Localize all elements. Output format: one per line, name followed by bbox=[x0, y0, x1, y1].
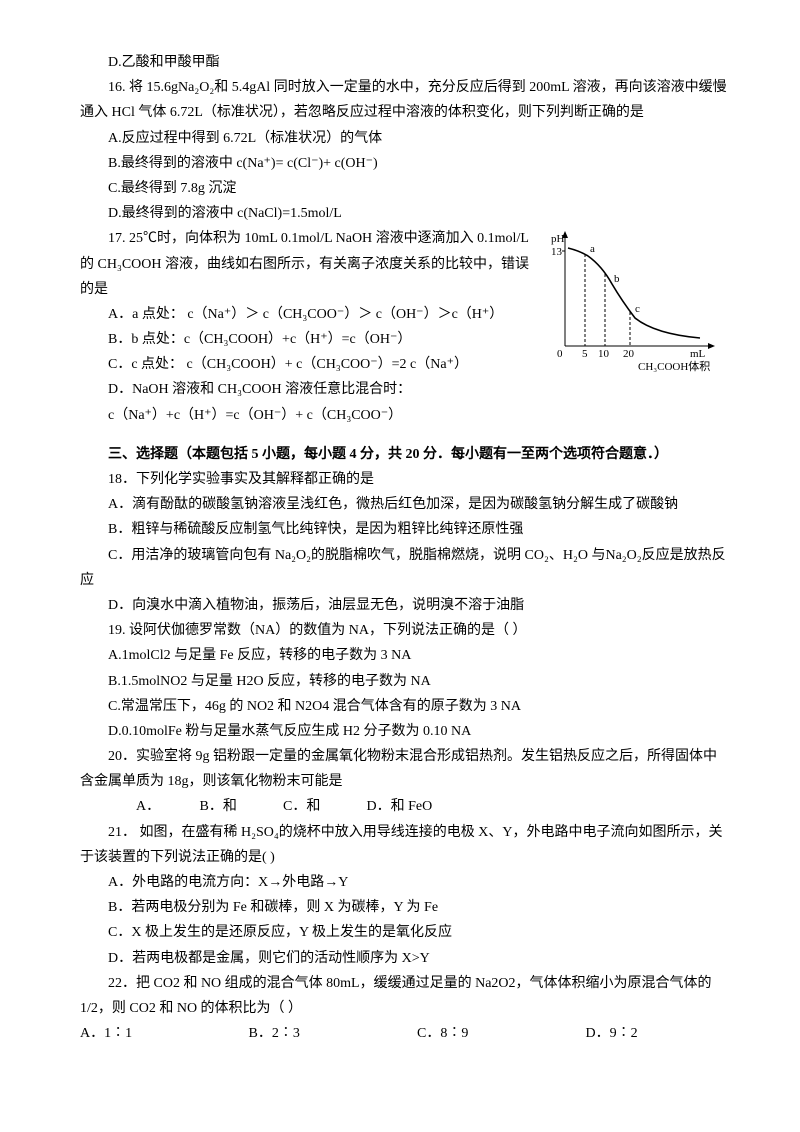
q21-option-b: B．若两电极分别为 Fe 和碳棒，则 X 为碳棒，Y 为 Fe bbox=[80, 895, 730, 920]
q17-option-c: C．c 点处： c（CH₃COOH）+ c（CH₃COO⁻）=2 c（Na⁺） bbox=[80, 352, 540, 377]
exam-page: D.乙酸和甲酸甲酯 16. 将 15.6gNa₂O₂和 5.4gAl 同时放入一… bbox=[0, 0, 800, 1132]
q17-stem: 17. 25℃时，向体积为 10mL 0.1mol/L NaOH 溶液中逐滴加入… bbox=[80, 226, 540, 302]
q20-option-d: D．和 FeO bbox=[339, 794, 433, 819]
q22-option-c: C．8∶9 bbox=[417, 1021, 582, 1046]
q18-option-d: D．向溴水中滴入植物油，振荡后，油层显无色，说明溴不溶于油脂 bbox=[80, 593, 730, 618]
x-axis-label-ml: mL bbox=[690, 348, 706, 360]
x-tick-10: 10 bbox=[598, 348, 610, 360]
q22-stem: 22．把 CO2 和 NO 组成的混合气体 80mL，缓缓通过足量的 Na2O2… bbox=[80, 971, 730, 1021]
point-c-label: c bbox=[635, 303, 640, 315]
q21-option-c: C．X 极上发生的是还原反应，Y 极上发生的是氧化反应 bbox=[80, 920, 730, 945]
q22-option-d: D．9∶2 bbox=[586, 1021, 638, 1046]
point-a-label: a bbox=[590, 243, 595, 255]
q20-option-b: B．和 bbox=[172, 794, 252, 819]
q20-option-c: C．和 bbox=[255, 794, 335, 819]
q17-option-d-line2: c（Na⁺）+c（H⁺）=c（OH⁻）+ c（CH₃COO⁻） bbox=[80, 403, 540, 428]
x-tick-20: 20 bbox=[623, 348, 635, 360]
q17-ph-curve-chart: 13 pH 0 a b c 5 10 20 mL CH₃COOH体积 bbox=[540, 226, 730, 381]
q20-options: A． B．和 C．和 D．和 FeO bbox=[80, 794, 730, 819]
q21-stem: 21． 如图，在盛有稀 H₂SO₄的烧杯中放入用导线连接的电极 X、Y，外电路中… bbox=[80, 820, 730, 870]
q19-option-a: A.1molCl2 与足量 Fe 反应，转移的电子数为 3 NA bbox=[80, 643, 730, 668]
q21-option-a: A．外电路的电流方向：X→外电路→Y bbox=[80, 870, 730, 895]
q19-option-c: C.常温常压下，46g 的 NO2 和 N2O4 混合气体含有的原子数为 3 N… bbox=[80, 694, 730, 719]
q21-option-d: D．若两电极都是金属，则它们的活动性顺序为 X>Y bbox=[80, 946, 730, 971]
origin-label: 0 bbox=[557, 348, 563, 360]
y-axis-label: pH bbox=[551, 233, 565, 245]
q16-option-a: A.反应过程中得到 6.72L（标准状况）的气体 bbox=[80, 126, 730, 151]
q18-option-a: A．滴有酚酞的碳酸氢钠溶液呈浅红色，微热后红色加深，是因为碳酸氢钠分解生成了碳酸… bbox=[80, 492, 730, 517]
q18-option-c: C．用洁净的玻璃管向包有 Na₂O₂的脱脂棉吹气，脱脂棉燃烧，说明 CO₂、H₂… bbox=[80, 543, 730, 593]
q20-option-a: A． bbox=[108, 794, 168, 819]
q17-option-a: A．a 点处： c（Na⁺）＞ c（CH₃COO⁻）＞ c（OH⁻）＞c（H⁺） bbox=[80, 302, 540, 327]
y-tick-label-13: 13 bbox=[551, 246, 563, 258]
q17-option-b: B．b 点处：c（CH₃COOH）+c（H⁺）=c（OH⁻） bbox=[80, 327, 540, 352]
q19-option-d: D.0.10molFe 粉与足量水蒸气反应生成 H2 分子数为 0.10 NA bbox=[80, 719, 730, 744]
x-axis-label-vol: CH₃COOH体积 bbox=[638, 359, 710, 373]
q18-option-b: B．粗锌与稀硫酸反应制氢气比纯锌快，是因为粗锌比纯锌还原性强 bbox=[80, 517, 730, 542]
q16-stem: 16. 将 15.6gNa₂O₂和 5.4gAl 同时放入一定量的水中，充分反应… bbox=[80, 75, 730, 125]
q18-stem: 18．下列化学实验事实及其解释都正确的是 bbox=[80, 467, 730, 492]
q16-option-c: C.最终得到 7.8g 沉淀 bbox=[80, 176, 730, 201]
q16-option-d: D.最终得到的溶液中 c(NaCl)=1.5mol/L bbox=[80, 201, 730, 226]
section-3-title: 三、选择题（本题包括 5 小题，每小题 4 分，共 20 分．每小题有一至两个选… bbox=[80, 442, 730, 467]
x-tick-5: 5 bbox=[582, 348, 588, 360]
point-b-label: b bbox=[614, 273, 620, 285]
q19-option-b: B.1.5molNO2 与足量 H2O 反应，转移的电子数为 NA bbox=[80, 669, 730, 694]
q16-option-b: B.最终得到的溶液中 c(Na⁺)= c(Cl⁻)+ c(OH⁻) bbox=[80, 151, 730, 176]
q22-option-a: A．1∶1 bbox=[80, 1021, 245, 1046]
q20-stem: 20．实验室将 9g 铝粉跟一定量的金属氧化物粉末混合形成铝热剂。发生铝热反应之… bbox=[80, 744, 730, 794]
q19-stem: 19. 设阿伏伽德罗常数（NA）的数值为 NA，下列说法正确的是（ ） bbox=[80, 618, 730, 643]
q22-options: A．1∶1 B．2∶3 C．8∶9 D．9∶2 bbox=[80, 1021, 730, 1046]
q22-option-b: B．2∶3 bbox=[249, 1021, 414, 1046]
q15-option-d: D.乙酸和甲酸甲酯 bbox=[80, 50, 730, 75]
q17-option-d-line1: D．NaOH 溶液和 CH₃COOH 溶液任意比混合时： bbox=[80, 377, 540, 402]
